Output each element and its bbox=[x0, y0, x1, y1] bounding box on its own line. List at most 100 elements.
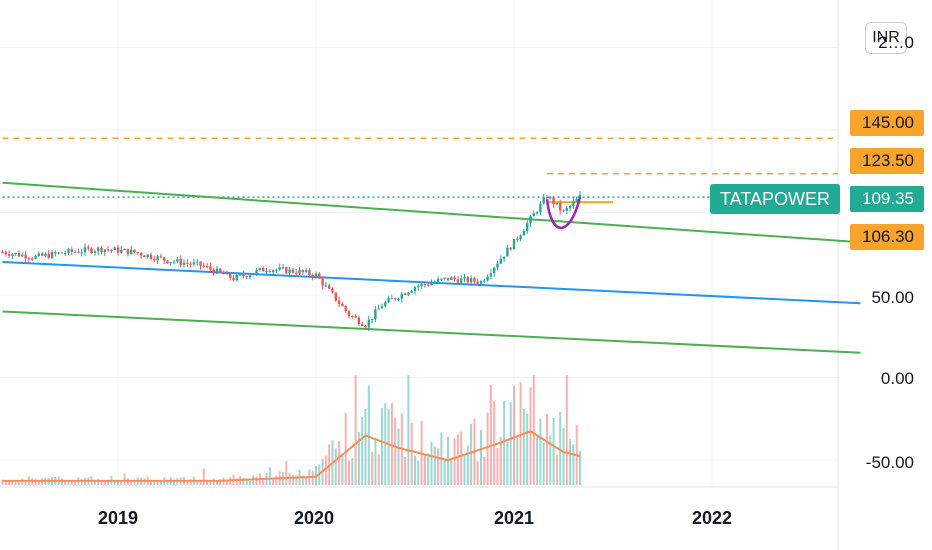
volume-bar bbox=[341, 454, 344, 485]
candle bbox=[159, 256, 163, 258]
candle bbox=[539, 203, 542, 213]
volume-bar bbox=[206, 480, 209, 485]
candle bbox=[420, 283, 423, 287]
volume-bar bbox=[516, 436, 519, 485]
candle bbox=[499, 258, 502, 264]
volume-bar bbox=[64, 480, 67, 485]
candle bbox=[166, 260, 169, 264]
volume-bar bbox=[503, 400, 506, 485]
candle bbox=[509, 247, 512, 250]
volume-bar bbox=[489, 384, 492, 485]
volume-bar bbox=[562, 428, 565, 485]
volume-bar bbox=[552, 418, 555, 485]
price-tag-alert[interactable]: 145.00 bbox=[850, 110, 924, 136]
volume-bar bbox=[565, 375, 568, 485]
candle bbox=[572, 201, 575, 206]
channel-lower-line bbox=[2, 310, 861, 354]
candle bbox=[285, 267, 288, 274]
volume-bar bbox=[166, 481, 169, 485]
candle bbox=[120, 249, 123, 253]
volume-bar bbox=[476, 461, 479, 485]
candle bbox=[496, 263, 499, 268]
volume-bar bbox=[559, 411, 562, 485]
x-tick-label: 2020 bbox=[293, 508, 335, 528]
candle bbox=[21, 254, 24, 257]
candle bbox=[169, 262, 172, 264]
candle bbox=[578, 195, 582, 199]
candle bbox=[555, 202, 559, 205]
volume-bar bbox=[242, 477, 245, 485]
volume-bar bbox=[235, 478, 238, 485]
candle bbox=[397, 298, 400, 300]
candle bbox=[229, 272, 232, 278]
candle bbox=[146, 254, 149, 257]
volume-bar bbox=[216, 480, 218, 485]
candle bbox=[113, 247, 116, 250]
candle bbox=[377, 308, 380, 310]
volume-bar bbox=[532, 375, 535, 485]
price-tag-alert[interactable]: 106.30 bbox=[850, 224, 924, 250]
volume-bar bbox=[361, 417, 364, 485]
candle bbox=[281, 267, 285, 269]
candle bbox=[139, 253, 143, 256]
candle bbox=[413, 287, 417, 292]
volume-bar bbox=[324, 455, 327, 485]
candle bbox=[242, 274, 245, 277]
price-tag-alert[interactable]: 123.50 bbox=[850, 148, 924, 174]
volume-bar bbox=[526, 413, 529, 485]
candle bbox=[40, 253, 44, 256]
candle bbox=[450, 277, 453, 280]
volume-bar bbox=[285, 460, 288, 485]
candle bbox=[430, 282, 433, 286]
y-tick-label: 50.00 bbox=[871, 288, 914, 307]
candle bbox=[526, 223, 529, 232]
volume-bar bbox=[334, 448, 337, 485]
candle bbox=[308, 270, 311, 275]
volume-bar bbox=[275, 475, 278, 485]
candle bbox=[331, 288, 334, 293]
candle bbox=[410, 291, 413, 293]
candle bbox=[27, 258, 31, 260]
volume-bar bbox=[407, 375, 410, 485]
candle bbox=[100, 247, 103, 253]
candle bbox=[460, 278, 463, 283]
candle bbox=[215, 268, 219, 274]
candle bbox=[453, 277, 456, 280]
volume-bar bbox=[371, 451, 374, 485]
candle bbox=[354, 316, 357, 318]
volume-bar bbox=[93, 480, 96, 485]
volume-bar bbox=[288, 472, 291, 485]
y-tick-label: 2…0 bbox=[878, 33, 914, 52]
candle bbox=[37, 253, 40, 256]
y-tick-label: 0.00 bbox=[880, 369, 914, 388]
candle bbox=[446, 277, 450, 280]
candle bbox=[44, 253, 47, 256]
candle bbox=[182, 262, 186, 265]
candle bbox=[275, 269, 278, 271]
candle bbox=[532, 213, 535, 217]
candle bbox=[321, 278, 324, 286]
y-tick-label: -50.00 bbox=[865, 453, 914, 472]
candle bbox=[337, 300, 341, 304]
currency-button[interactable]: INR bbox=[865, 22, 907, 54]
volume-bar bbox=[14, 481, 17, 485]
volume-bar bbox=[466, 445, 469, 485]
volume-bar bbox=[103, 481, 106, 485]
cup-pattern bbox=[545, 196, 582, 230]
volume-bar bbox=[390, 402, 393, 485]
candle bbox=[1, 252, 4, 254]
candle bbox=[493, 267, 496, 274]
candle bbox=[265, 271, 268, 273]
candle bbox=[328, 285, 331, 289]
candle bbox=[361, 324, 364, 326]
volume-bar bbox=[153, 480, 156, 485]
candle bbox=[403, 293, 407, 295]
volume-bar bbox=[387, 409, 390, 485]
candle bbox=[143, 255, 146, 257]
volume-bar bbox=[34, 479, 37, 485]
candle bbox=[542, 197, 545, 204]
candle bbox=[427, 284, 430, 286]
volume-bar bbox=[80, 479, 83, 485]
candle bbox=[126, 248, 130, 255]
